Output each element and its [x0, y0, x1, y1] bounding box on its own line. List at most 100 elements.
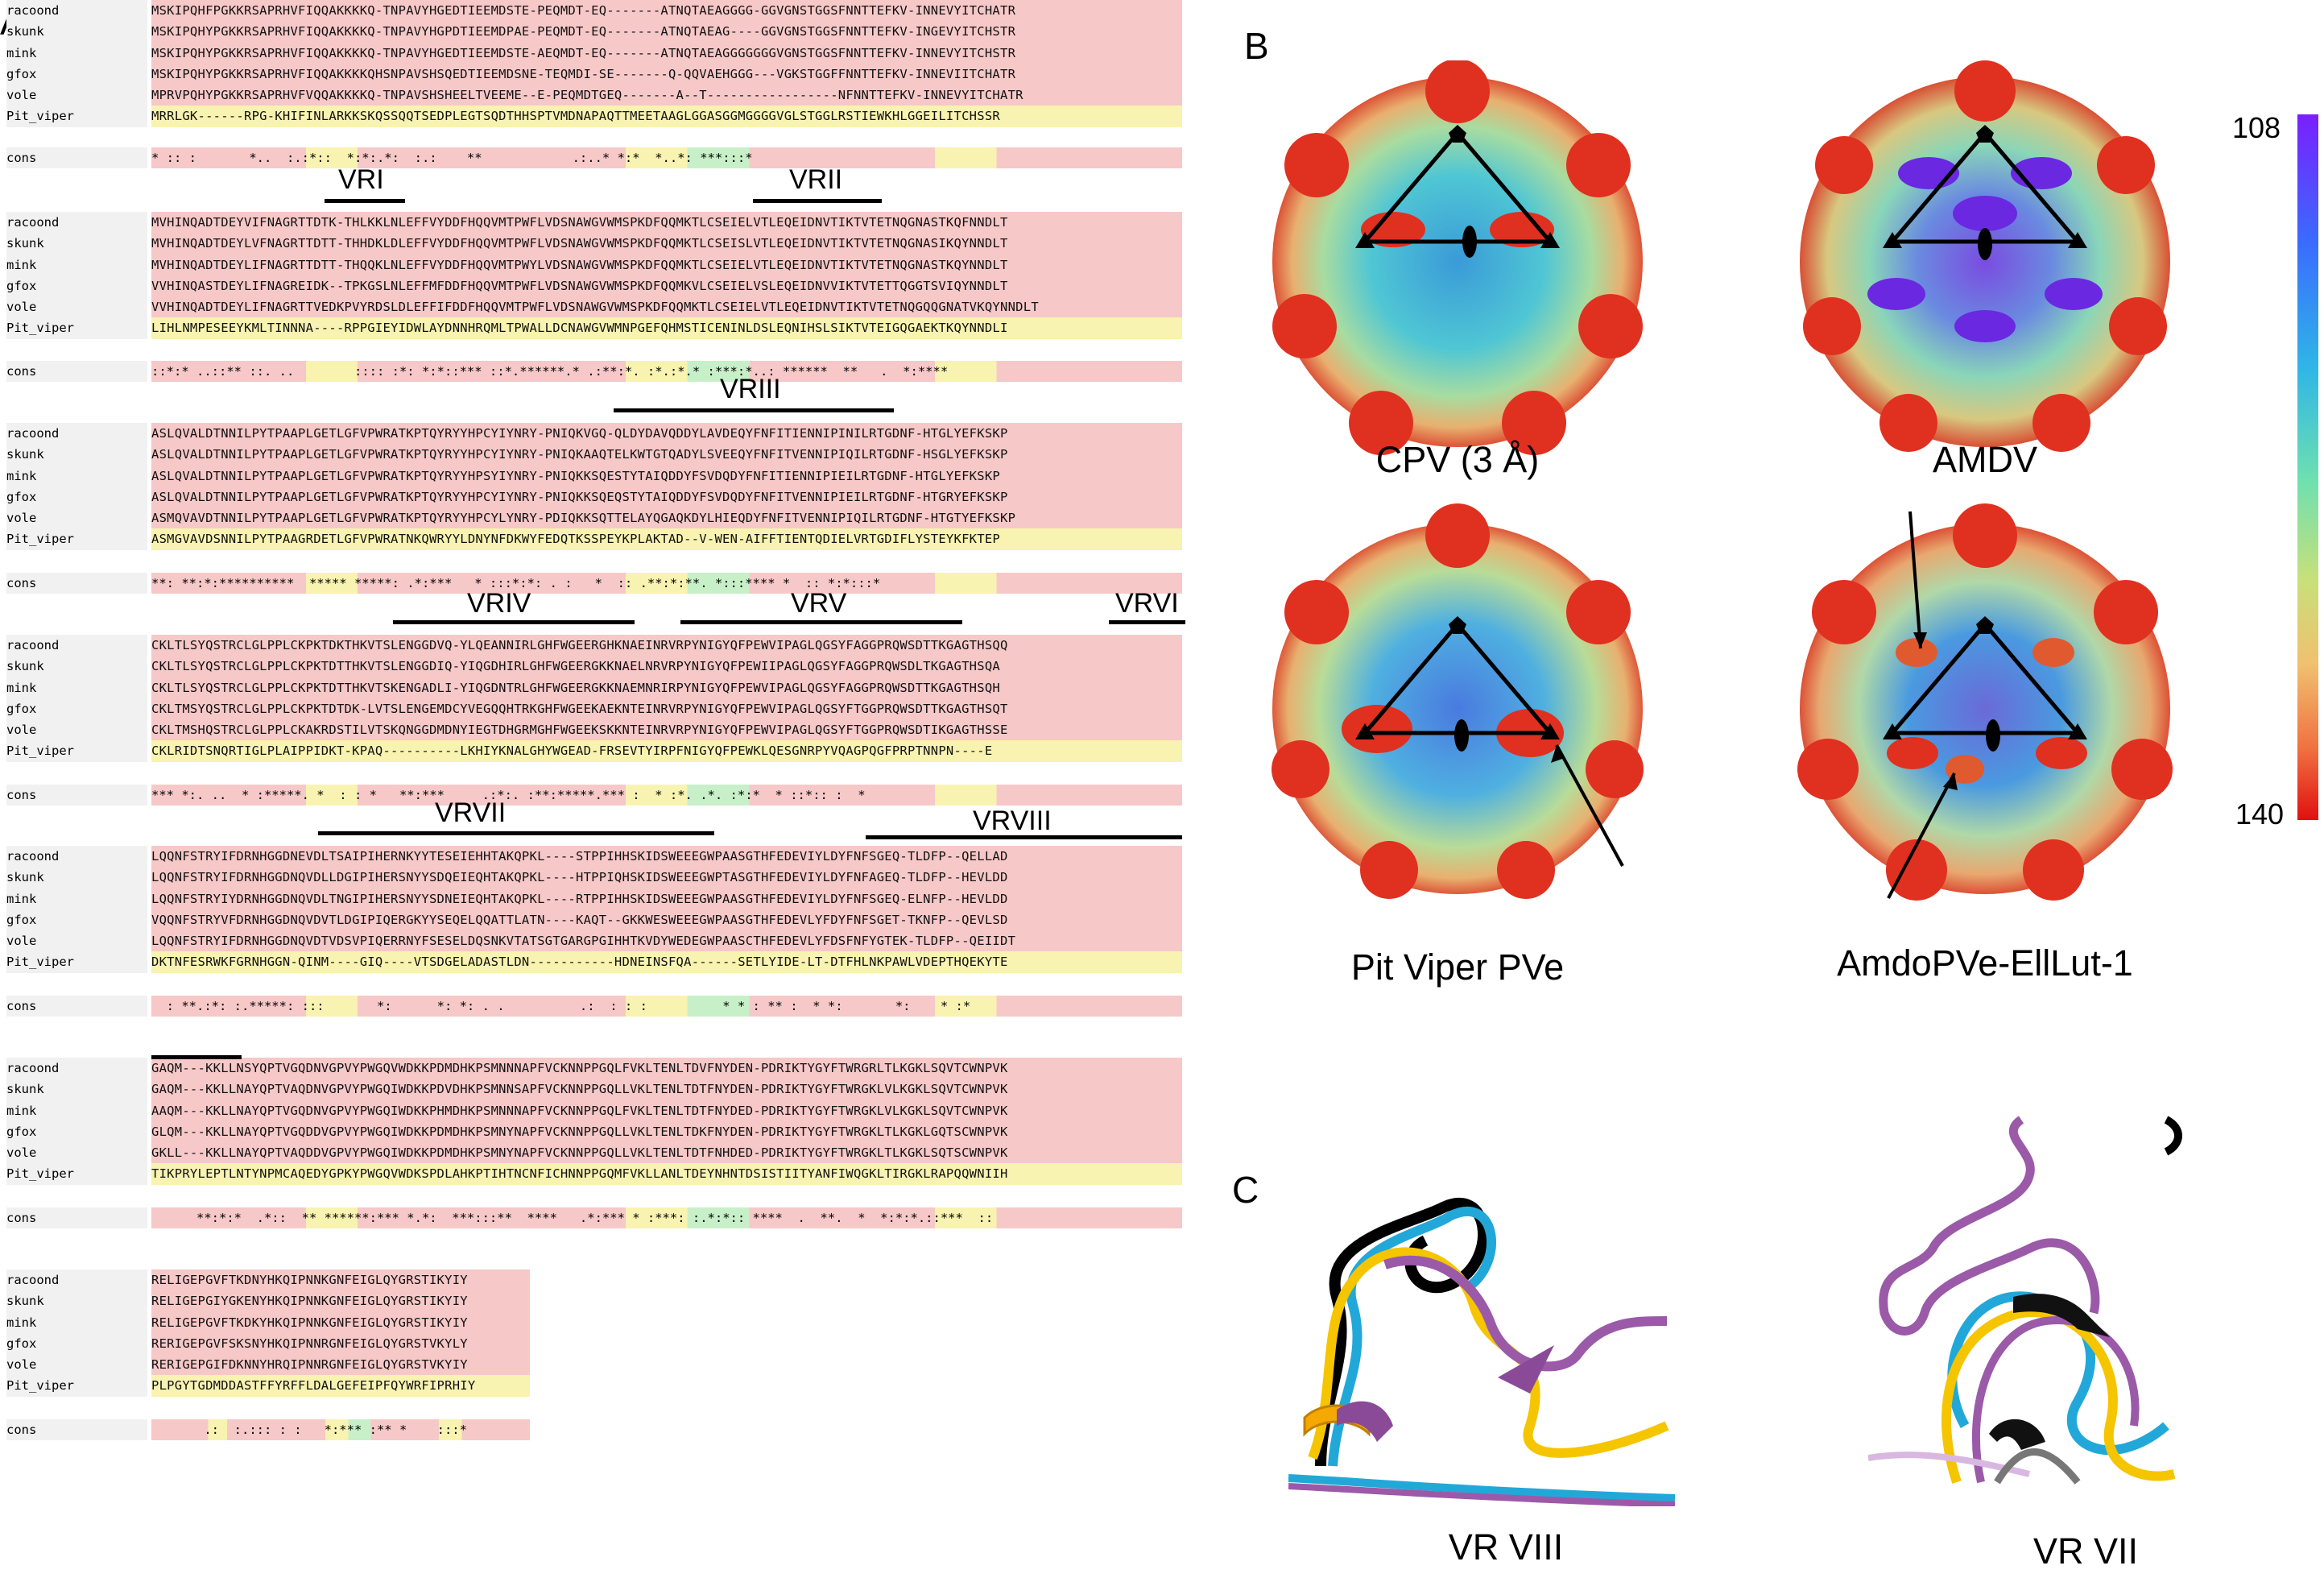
sequence-row: ASMGVAVDSNNILPYTPAAGRDETLGFVPWRATNKQWRYY… — [151, 528, 1182, 550]
sequence-row: LIHLNMPESEEYKMLTINNNA----RPPGIEYIDWLAYDN… — [151, 317, 1182, 339]
consensus-symbols: **:*:* .*:: ** ******:*** *.*: ***:::** … — [151, 1211, 1001, 1225]
sequence-name: skunk — [6, 870, 44, 885]
sequence-name: gfox — [6, 489, 37, 504]
vrvi-label: VRVI — [1115, 588, 1179, 619]
color-scale-bar — [2297, 114, 2318, 820]
vr-vii-ribbon-image — [1868, 1116, 2182, 1485]
sequence-name: mink — [6, 468, 37, 483]
consensus-symbols: **: **:*:********** ***** *****: .*:*** … — [151, 576, 881, 590]
sequence-name: Pit_viper — [6, 1378, 74, 1394]
sequence-row: VVHINQASTDEYLIFNAGREIDK--TPKGSLNLEFFMFDD… — [151, 278, 1008, 293]
cpv-caption: CPV (3 Å) — [1375, 439, 1540, 480]
sequence-row: TIKPRYLEPTLNTYNPMCAQEDYGPKYPWGQVWDKSPDLA… — [151, 1163, 1182, 1185]
sequence-name: gfox — [6, 1124, 37, 1139]
amdv-caption: AMDV — [1932, 439, 2037, 480]
cpv-surface — [1272, 77, 1643, 447]
sequence-row: MVHINQADTDEYLIFNAGRTTDTT-THQQKLNLEFFVYDD… — [151, 257, 1008, 272]
sequence-name: mink — [6, 1315, 37, 1330]
sequence-name: mink — [6, 680, 37, 695]
sequence-name: skunk — [6, 1294, 44, 1309]
sequence-name: skunk — [6, 24, 44, 39]
sequence-row: ASLQVALDTNNILPYTPAAPLGETLGFVPWRATKPTQYRY… — [151, 447, 1008, 462]
sequence-name: skunk — [6, 659, 44, 674]
vrii-bar — [753, 199, 882, 203]
alignment-sequences-block: ASLQVALDTNNILPYTPAAPLGETLGFVPWRATKPTQYRY… — [151, 423, 1182, 550]
sequence-name: vole — [6, 300, 37, 315]
consensus-label: cons — [6, 573, 147, 594]
consensus-symbols: ::*:* ..::** ::. .. :::: :*: *:*::*** ::… — [151, 364, 949, 379]
vr-viii-caption: VR VIII — [1448, 1526, 1564, 1568]
sequence-row: LQQNFSTRYIFDRNHGGDNEVDLTSAIPIHERNKYYTESE… — [151, 849, 1008, 864]
cpv-capsid-image — [1272, 60, 1643, 455]
amdope-surface — [1800, 524, 2170, 894]
sequence-row: ASLQVALDTNNILPYTPAAPLGETLGFVPWRATKPTQYRY… — [151, 426, 1008, 441]
sequence-name: gfox — [6, 66, 37, 81]
sequence-name: Pit_viper — [6, 1166, 74, 1182]
sequence-name: racoond — [6, 1061, 60, 1075]
sequence-name: gfox — [6, 1336, 37, 1351]
sequence-row: MSKIPQHYPGKKRSAPRHVFIQQAKKKKQ-TNPAVYHGPD… — [151, 24, 1016, 39]
sequence-name: mink — [6, 1103, 37, 1118]
sequence-row: CKLTMSYQSTRCLGLPPLCKPKTDTDK-LVTSLENGEMDC… — [151, 701, 1008, 716]
panel-letter-c: C — [1232, 1169, 1259, 1211]
sequence-name: racoond — [6, 638, 60, 652]
sequence-row: CKLTLSYQSTRCLGLPPLCKPKTDTTHKVTSLENGGDIQ-… — [151, 659, 1000, 674]
sequence-name: mink — [6, 45, 37, 60]
pitviper-capsid-image — [1272, 503, 1644, 899]
consensus-row: **: **:*:********** ***** *****: .*:*** … — [151, 573, 1182, 594]
vriii-label: VRIII — [720, 374, 781, 404]
sequence-name: gfox — [6, 701, 37, 716]
sequence-row: MSKIPQHYPGKKRSAPRHVFIQQAKKKKQ-TNPAVYHGED… — [151, 45, 1016, 60]
vrvii-label: VRVII — [435, 797, 507, 828]
consensus-row: * :: : *.. :.:*:: *:*:.*: :.: ** .:..* *… — [151, 147, 1182, 168]
alignment-sequences-block: MVHINQADTDEYVIFNAGRTTDTK-THLKKLNLEFFVYDD… — [151, 212, 1182, 339]
sequence-row: RELIGEPGVFTKDNYHKQIPNNKGNFEIGLQYGRSTIKYI… — [151, 1273, 468, 1287]
alignment-names-block: racoond skunk mink gfox vole Pit_viper — [6, 846, 147, 973]
sequence-row: GAQM---KKLLNAYQPTVAQDNVGPVYPWGQIWDKKPDVD… — [151, 1082, 1008, 1097]
sequence-name: Pit_viper — [6, 955, 74, 970]
sequence-name: gfox — [6, 912, 37, 927]
sequence-name: Pit_viper — [6, 321, 74, 336]
alignment-names-block: racoond skunk mink gfox vole Pit_viper — [6, 0, 147, 127]
consensus-row: : **.:*: :.*****: ::: *: *: *: . . .: : … — [151, 996, 1182, 1017]
sequence-row: VVHINQADTDEYLIFNAGRTTVEDKPVYRDSLDLEFFIFD… — [151, 300, 1039, 315]
vrv-bar — [680, 620, 962, 624]
sequence-name: racoond — [6, 426, 60, 441]
consensus-row: *** *:. .. * :*****. * : : * **:*** .:*:… — [151, 785, 1182, 806]
sequence-name: mink — [6, 891, 37, 906]
alignment-names-block: racoond skunk mink gfox vole Pit_viper — [6, 1269, 147, 1397]
vri-label: VRI — [338, 164, 384, 195]
sequence-name: Pit_viper — [6, 532, 74, 547]
alignment-sequences-block: GAQM---KKLLNSYQPTVGQDNVGPVYPWGQVWDKKPDMD… — [151, 1058, 1182, 1185]
consensus-row: ::*:* ..::** ::. .. :::: :*: *:*::*** ::… — [151, 361, 1182, 382]
vr-vii-caption: VR VII — [2032, 1530, 2139, 1572]
consensus-symbols: : **.:*: :.*****: ::: *: *: *: . . .: : … — [151, 999, 971, 1013]
sequence-row: GAQM---KKLLNSYQPTVGQDNVGPVYPWGQVWDKKPDMD… — [151, 1061, 1008, 1075]
sequence-row: CKLTLSYQSTRCLGLPPLCKPKTDTTHKVTSKENGADLI-… — [151, 680, 1000, 695]
sequence-row: MPRVPQHYPGKKRSAPRHVFVQQAKKKKQ-TNPAVSHSHE… — [151, 88, 1023, 103]
sequence-row: MSKIPQHFPGKKRSAPRHVFIQQAKKKKQ-TNPAVYHGED… — [151, 3, 1016, 18]
sequence-name: racoond — [6, 1273, 60, 1287]
sequence-name: vole — [6, 723, 37, 738]
panel-letter-b: B — [1244, 25, 1269, 67]
consensus-label: cons — [6, 785, 147, 806]
sequence-row: GLQM---KKLLNAYQPTVGQDDVGPVYPWGQIWDKKPDMD… — [151, 1124, 1008, 1139]
sequence-name: vole — [6, 1145, 37, 1161]
alignment-names-block: racoond skunk mink gfox vole Pit_viper — [6, 212, 147, 339]
alignment-sequences-block: MSKIPQHFPGKKRSAPRHVFIQQAKKKKQ-TNPAVYHGED… — [151, 0, 1182, 127]
sequence-name: vole — [6, 511, 37, 526]
sequence-row: DKTNFESRWKFGRNHGGN-QINM----GIQ----VTSDGE… — [151, 951, 1182, 973]
consensus-symbols: * :: : *.. :.:*:: *:*:.*: :.: ** .:..* *… — [151, 151, 753, 165]
consensus-label: cons — [6, 147, 147, 168]
consensus-label: cons — [6, 361, 147, 382]
vrviii-bar-continued — [151, 1055, 242, 1059]
sequence-name: gfox — [6, 278, 37, 293]
sequence-row: CKLTMSHQSTRCLGLPPLCKAKRDSTILVTSKQNGGDMDN… — [151, 723, 1008, 738]
vrv-label: VRV — [791, 588, 847, 619]
sequence-name: racoond — [6, 215, 60, 230]
consensus-label: cons — [6, 1207, 147, 1228]
pitviper-caption: Pit Viper PVe — [1350, 946, 1565, 988]
vriv-bar — [393, 620, 635, 624]
alignment-names-block: racoond skunk mink gfox vole Pit_viper — [6, 423, 147, 550]
consensus-label: cons — [6, 996, 147, 1017]
